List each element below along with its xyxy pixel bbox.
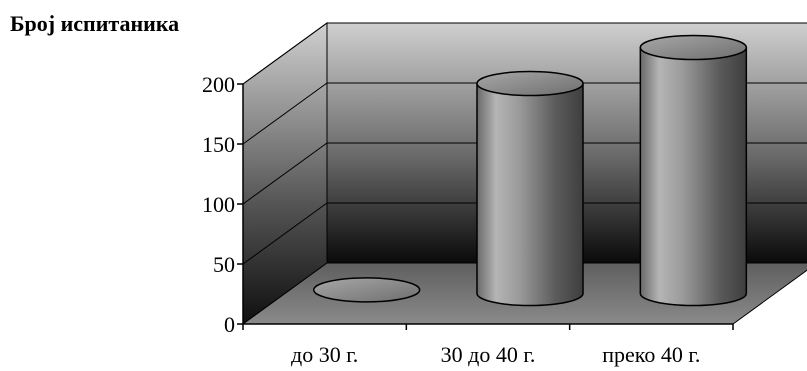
- y-tick-label: 50: [213, 252, 235, 277]
- x-category-label: до 30 г.: [291, 342, 358, 367]
- x-category-label: 30 до 40 г.: [441, 342, 536, 367]
- bar-cylinder: [312, 277, 421, 303]
- y-tick-label: 200: [202, 72, 235, 97]
- gridline-side: [242, 22, 328, 85]
- bar-body: [639, 46, 748, 307]
- chart-title: Број испитаника: [10, 11, 179, 36]
- gridline-side: [242, 202, 328, 265]
- y-tick-label: 0: [224, 312, 235, 337]
- bar-cylinder: [639, 34, 748, 307]
- y-tick-label: 150: [202, 132, 235, 157]
- bar-cylinder: [476, 70, 584, 307]
- bar-top: [476, 70, 584, 97]
- gridline-side: [242, 142, 328, 205]
- y-axis-ticks: 0 50 100 150 200: [202, 72, 243, 337]
- x-axis-categories: до 30 г. 30 до 40 г. преко 40 г.: [242, 324, 734, 367]
- x-category-label: преко 40 г.: [602, 342, 700, 367]
- bar-body: [476, 82, 584, 307]
- bar-top: [639, 34, 748, 61]
- y-tick-label: 100: [202, 192, 235, 217]
- bars: [312, 34, 748, 307]
- bar-top: [312, 277, 421, 303]
- gridline-side: [242, 82, 328, 145]
